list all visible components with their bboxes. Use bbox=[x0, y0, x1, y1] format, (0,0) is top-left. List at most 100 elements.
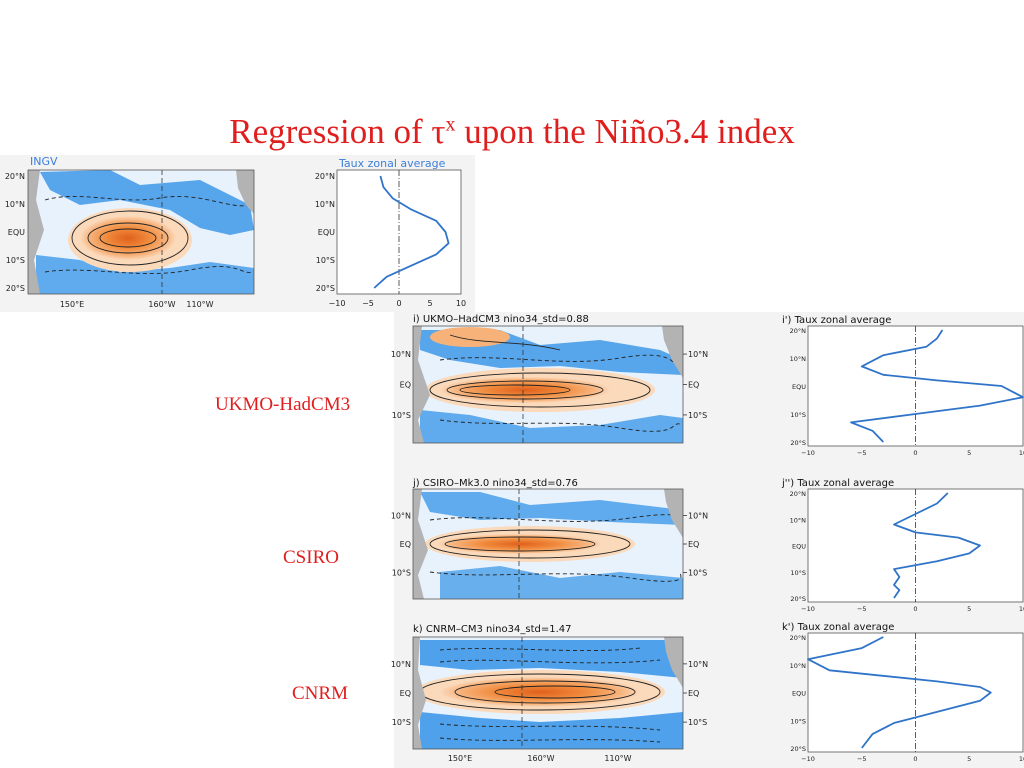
csiro-map-ytick-left: 10°S bbox=[392, 569, 411, 578]
cnrm-map-title: k) CNRM–CM3 nino34_std=1.47 bbox=[413, 624, 571, 635]
csiro-map-ytick-left: 10°N bbox=[391, 511, 411, 520]
csiro-map: j) CSIRO–Mk3.0 nino34_std=0.76 bbox=[412, 478, 684, 600]
ukmo-map-title: i) UKMO–HadCM3 nino34_std=0.88 bbox=[413, 314, 589, 325]
ukmo-land-east bbox=[662, 326, 683, 378]
ingv-profile-title: Taux zonal average bbox=[338, 157, 446, 170]
csiro-profile-ytick: 20°S bbox=[790, 595, 806, 603]
cnrm-profile-title: k') Taux zonal average bbox=[782, 622, 894, 633]
ukmo-profile-ytick: 20°S bbox=[790, 439, 806, 447]
csiro-profile: j'') Taux zonal average 20°N 10°N EQU 10°S 2… bbox=[781, 478, 1024, 613]
csiro-map-ytick-right: 10°N bbox=[688, 511, 708, 520]
csiro-land-east bbox=[664, 489, 683, 538]
ukmo-map-ytick-right: 10°S bbox=[688, 411, 707, 420]
cnrm-map-xtick: 160°W bbox=[527, 754, 554, 763]
title-rest: upon the Niño3.4 index bbox=[455, 112, 795, 151]
ukmo-map-ytick-left: 10°N bbox=[391, 350, 411, 359]
cnrm-land-east bbox=[664, 637, 683, 688]
ingv-land-east bbox=[236, 170, 254, 214]
ingv-profile-series-line bbox=[373, 175, 450, 289]
ingv-map-ytick: 20°S bbox=[6, 284, 25, 293]
ingv-profile-xtick: −10 bbox=[329, 299, 346, 308]
ukmo-contours bbox=[429, 334, 681, 432]
csiro-profile-ytick: 20°N bbox=[790, 490, 807, 498]
ukmo-profile-ytick: 20°N bbox=[790, 327, 807, 335]
ukmo-map-ytick-right: EQ bbox=[688, 381, 699, 390]
csiro-profile-ytick: 10°N bbox=[790, 516, 807, 524]
ukmo-profile-series-line bbox=[850, 329, 1024, 443]
ingv-profile-ytick: EQU bbox=[318, 228, 335, 237]
csiro-cool-south bbox=[440, 566, 683, 599]
ingv-profile-ytick: 20°N bbox=[315, 172, 335, 181]
ukmo-profile-xtick: −5 bbox=[857, 449, 867, 457]
csiro-profile-series-line bbox=[893, 492, 981, 599]
ukmo-profile-xtick: 0 bbox=[913, 449, 917, 457]
cnrm-profile-ytick: 10°S bbox=[790, 717, 806, 725]
cnrm-map-ytick-left: 10°N bbox=[391, 660, 411, 669]
cnrm-land-west bbox=[413, 637, 426, 749]
ukmo-warm-core bbox=[440, 377, 610, 403]
cnrm-map: k) CNRM–CM3 nino34_std=1.47 bbox=[412, 624, 684, 750]
ingv-profile-ytick: 10°S bbox=[316, 256, 335, 265]
title-main: Regression of τ bbox=[229, 112, 446, 151]
page-title: Regression of τx upon the Niño3.4 index bbox=[0, 112, 1024, 152]
csiro-map-ytick-right: 10°S bbox=[688, 569, 707, 578]
cnrm-map-ytick-right: 10°N bbox=[688, 660, 708, 669]
ingv-cool-south bbox=[36, 255, 254, 294]
csiro-map-ytick-right: EQ bbox=[688, 540, 699, 549]
ukmo-profile-title: i') Taux zonal average bbox=[782, 315, 891, 326]
cnrm-map-ytick-left: EQ bbox=[400, 689, 411, 698]
cnrm-profile-ytick: 20°S bbox=[790, 745, 806, 753]
csiro-map-ytick-left: EQ bbox=[400, 540, 411, 549]
ukmo-profile-ytick: 10°S bbox=[790, 411, 806, 419]
ukmo-map-ytick-left: 10°S bbox=[392, 411, 411, 420]
ingv-title: INGV bbox=[30, 155, 58, 168]
csiro-warm-core bbox=[438, 534, 602, 554]
ingv-profile-frame bbox=[336, 169, 462, 295]
csiro-profile-xtick: 5 bbox=[967, 605, 971, 613]
ingv-map-xtick: 160°W bbox=[148, 300, 175, 309]
ukmo-profile-xtick: 10 bbox=[1019, 449, 1024, 457]
ukmo-profile-xtick: 5 bbox=[967, 449, 971, 457]
cnrm-map-xtick: 150°E bbox=[448, 754, 472, 763]
cnrm-map-ytick-left: 10°S bbox=[392, 718, 411, 727]
ukmo-profile: i') Taux zonal average 20°N 10°N EQU 10°S 20… bbox=[782, 315, 1024, 457]
cnrm-profile-series-line bbox=[807, 636, 992, 749]
ukmo-cool-south bbox=[420, 410, 683, 443]
ingv-map-ytick: 10°S bbox=[6, 256, 25, 265]
cnrm-map-ytick-right: EQ bbox=[688, 689, 699, 698]
ukmo-profile-xtick: −10 bbox=[801, 449, 815, 457]
csiro-profile-xtick: −10 bbox=[801, 605, 815, 613]
csiro-profile-title: j'') Taux zonal average bbox=[781, 478, 894, 489]
csiro-profile-xtick: −5 bbox=[857, 605, 867, 613]
ingv-map-xtick: 110°W bbox=[186, 300, 213, 309]
ingv-profile-xtick: 0 bbox=[396, 299, 401, 308]
cnrm-profile-xtick: −5 bbox=[857, 755, 867, 763]
cnrm-profile-xtick: 10 bbox=[1019, 755, 1024, 763]
cnrm-warm-core bbox=[440, 677, 640, 707]
ingv-profile: Taux zonal average 20°N 10°N EQU 10°S 20°S −1… bbox=[315, 157, 466, 308]
cnrm-profile-xtick: 5 bbox=[967, 755, 971, 763]
csiro-cool-north bbox=[420, 492, 683, 525]
csiro-map-title: j) CSIRO–Mk3.0 nino34_std=0.76 bbox=[412, 478, 578, 489]
title-superscript: x bbox=[445, 113, 456, 136]
cnrm-profile: k') Taux zonal average 20°N 10°N EQU 10°S 20… bbox=[782, 622, 1024, 763]
ukmo-land-west bbox=[413, 326, 430, 443]
ingv-cool-north bbox=[40, 170, 254, 235]
ukmo-profile-ytick: EQU bbox=[792, 383, 806, 391]
cnrm-profile-xtick: 0 bbox=[913, 755, 917, 763]
cnrm-map-ytick-right: 10°S bbox=[688, 718, 707, 727]
model-label-ukmo: UKMO-HadCM3 bbox=[215, 394, 351, 415]
cnrm-profile-ytick: 20°N bbox=[790, 634, 807, 642]
ingv-map: INGV 20°N 10°N EQU 10°S 20°S 150°E 160°W 110°W bbox=[5, 155, 255, 309]
csiro-profile-ytick: 10°S bbox=[790, 569, 806, 577]
ingv-contours bbox=[44, 195, 253, 274]
ingv-map-frame bbox=[27, 169, 255, 295]
ingv-profile-xtick: 5 bbox=[427, 299, 432, 308]
ingv-map-ytick: 20°N bbox=[5, 172, 25, 181]
ukmo-profile-ytick: 10°N bbox=[790, 355, 807, 363]
ingv-profile-ytick: 20°S bbox=[316, 284, 335, 293]
csiro-profile-xtick: 0 bbox=[913, 605, 917, 613]
ukmo-map-ytick-left: EQ bbox=[400, 381, 411, 390]
ukmo-map: i) UKMO–HadCM3 nino34_std=0.88 bbox=[412, 314, 684, 444]
